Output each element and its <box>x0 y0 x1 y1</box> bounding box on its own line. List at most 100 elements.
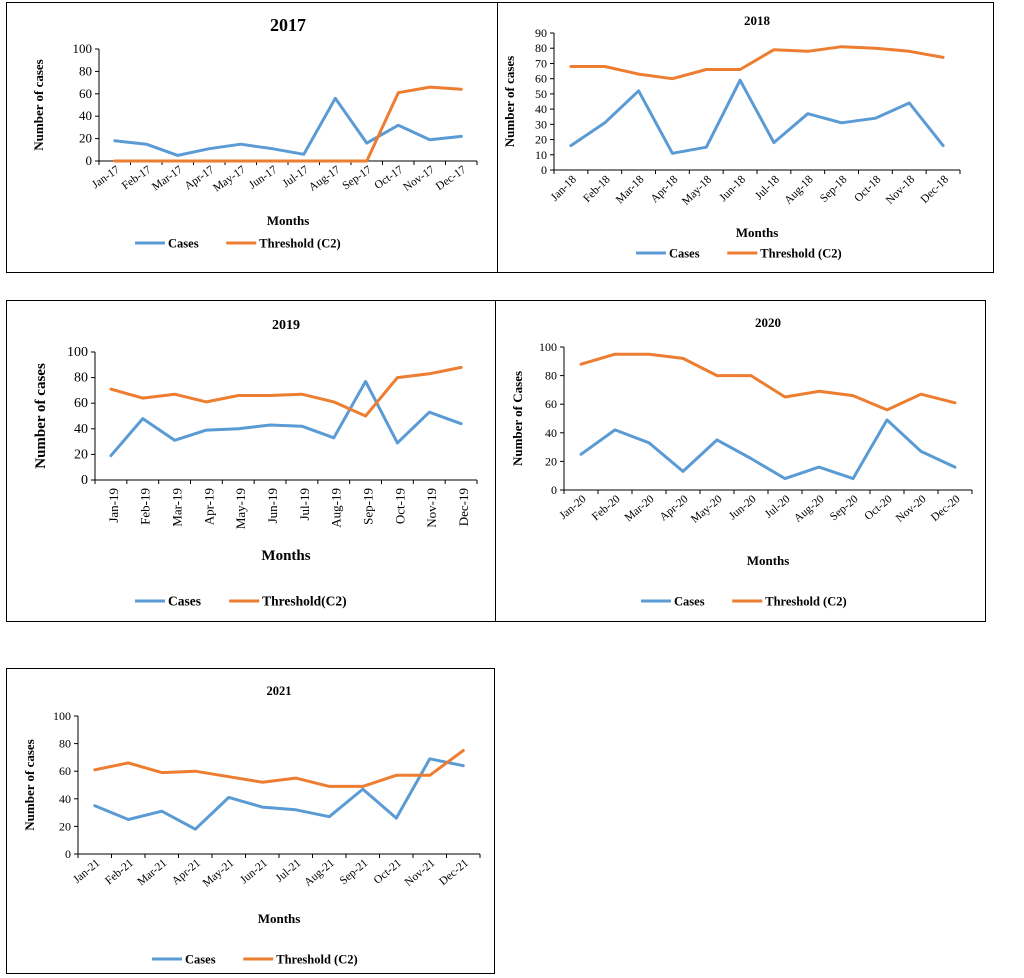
x-tick-label: Sep-19 <box>361 488 376 525</box>
y-tick-label: 40 <box>59 792 71 806</box>
x-tick-label: Jun-18 <box>717 173 748 204</box>
x-tick-label: Dec-18 <box>919 173 952 206</box>
legend-threshold-label: Threshold (C2) <box>760 247 841 261</box>
y-axis-title: Number of cases <box>22 739 37 830</box>
x-tick-label: Dec-20 <box>929 493 963 524</box>
chart-title: 2020 <box>755 315 781 330</box>
chart-2020: 2020 0 20 40 60 80 100 Jan-20 Feb-20 Mar-20 Apr-20… <box>510 315 973 609</box>
x-tick-label: Jan-20 <box>557 493 588 522</box>
x-tick-label: Feb-17 <box>120 164 154 193</box>
y-tick-label: 80 <box>74 371 88 386</box>
chart-2019: 2019 0 20 40 60 80 100 Jan-19 Feb-19 Mar-19 Apr-19… <box>33 318 478 609</box>
y-tick-label: 0 <box>86 153 93 168</box>
y-tick-label: 60 <box>59 764 71 778</box>
y-axis-title: Number of cases <box>33 363 49 469</box>
chart-panel-2018: 2018 0 10 20 30 40 50 60 70 80 90 Jan-18 Feb-18 Mar-1… <box>497 2 994 273</box>
x-tick-label: Jun-19 <box>265 488 280 523</box>
y-tick-label: 20 <box>535 133 547 147</box>
legend-threshold-label: Threshold (C2) <box>765 595 846 609</box>
legend-threshold-label: Threshold (C2) <box>259 237 340 251</box>
x-tick-label: Dec-19 <box>456 488 471 526</box>
y-tick-label: 0 <box>81 473 88 488</box>
chart-title: 2019 <box>272 318 300 333</box>
x-tick-label: Jul-19 <box>297 488 312 521</box>
x-tick-label: May-18 <box>680 173 714 207</box>
legend-cases-label: Cases <box>168 594 201 609</box>
y-tick-label: 0 <box>65 847 71 861</box>
x-tick-label: Oct-17 <box>372 164 405 192</box>
x-tick-label: Jul-20 <box>763 493 793 521</box>
x-tick-label: May-20 <box>689 493 725 526</box>
x-axis-title: Months <box>267 213 310 228</box>
x-tick-label: Mar-17 <box>150 164 185 194</box>
x-tick-label: Nov-21 <box>403 857 438 889</box>
x-tick-label: Apr-21 <box>170 857 203 888</box>
x-tick-label: Aug-19 <box>329 488 344 528</box>
series-line-threshold <box>113 85 463 163</box>
x-tick-label: Nov-20 <box>894 493 929 525</box>
x-tick-label: Mar-20 <box>623 493 657 524</box>
x-tick-label: Aug-20 <box>792 493 827 525</box>
x-tick-label: Apr-20 <box>658 493 691 524</box>
chart-title: 2018 <box>744 13 771 28</box>
chart-title: 2021 <box>267 684 292 698</box>
y-axis-title: Number of cases <box>502 56 517 147</box>
y-tick-label: 0 <box>551 483 557 497</box>
x-tick-label: Sep-18 <box>818 173 850 205</box>
legend-cases-label: Cases <box>168 237 199 251</box>
chart-2021: 2021 0 20 40 60 80 100 Jan-21 Feb-21 Mar-21 Apr-21… <box>22 684 481 967</box>
y-tick-label: 70 <box>535 56 547 70</box>
y-tick-label: 100 <box>73 41 93 56</box>
x-tick-label: Feb-20 <box>590 493 623 523</box>
chart-title: 2017 <box>270 15 306 35</box>
x-tick-label: Feb-21 <box>103 857 136 887</box>
series-line-threshold <box>93 749 465 788</box>
x-tick-label: Feb-18 <box>581 173 613 205</box>
series-line-cases <box>579 418 957 481</box>
y-tick-label: 40 <box>74 422 88 437</box>
y-tick-label: 40 <box>535 102 547 116</box>
x-tick-label: Jun-21 <box>238 857 270 886</box>
chart-panel-2021: 2021 0 20 40 60 80 100 Jan-21 Feb-21 Mar-21 Apr-21… <box>6 668 495 974</box>
x-tick-label: Jan-21 <box>71 857 102 886</box>
x-tick-label: Apr-18 <box>649 173 681 205</box>
x-tick-label: Aug-17 <box>307 164 343 194</box>
x-tick-label: Jan-19 <box>106 488 121 523</box>
y-axis-title: Number of cases <box>31 59 46 150</box>
x-axis-title: Months <box>747 553 790 568</box>
legend-cases-label: Cases <box>674 595 705 609</box>
x-axis-title: Months <box>261 548 310 564</box>
y-tick-label: 40 <box>545 426 557 440</box>
y-axis-title: Number of Cases <box>510 371 525 466</box>
x-tick-label: Sep-21 <box>338 857 371 887</box>
legend-threshold-label: Threshold (C2) <box>276 953 357 967</box>
y-tick-label: 80 <box>59 737 71 751</box>
y-tick-label: 20 <box>59 819 71 833</box>
y-tick-label: 60 <box>545 397 557 411</box>
y-tick-label: 10 <box>535 148 547 162</box>
x-tick-label: Sep-20 <box>828 493 861 523</box>
y-tick-label: 0 <box>541 163 547 177</box>
y-tick-label: 60 <box>535 72 547 86</box>
x-tick-label: May-17 <box>211 164 248 195</box>
chart-2017: 2017 0 20 40 60 80 100 Jan-17Feb-17Mar-17Apr-17… <box>31 15 478 251</box>
x-tick-label: Aug-21 <box>302 857 337 889</box>
x-tick-label: Dec-17 <box>434 164 469 193</box>
chart-panel-2019: 2019 0 20 40 60 80 100 Jan-19 Feb-19 Mar-19 Apr-19… <box>6 300 497 622</box>
x-tick-label: Sep-17 <box>340 164 374 193</box>
series-line-cases <box>569 78 945 155</box>
x-tick-label: Apr-17 <box>183 164 217 193</box>
y-tick-label: 50 <box>535 87 547 101</box>
series-line-threshold <box>569 45 945 81</box>
x-tick-label: Dec-21 <box>437 857 471 888</box>
x-tick-label: Apr-19 <box>201 488 216 525</box>
y-tick-label: 30 <box>535 117 547 131</box>
x-tick-label: Nov-17 <box>401 164 437 194</box>
y-tick-label: 20 <box>79 131 92 146</box>
chart-panel-2020: 2020 0 20 40 60 80 100 Jan-20 Feb-20 Mar-20 Apr-20… <box>495 300 986 622</box>
series-line-threshold <box>579 352 957 412</box>
x-tick-label: Mar-19 <box>170 488 185 527</box>
series-line-cases <box>93 757 465 831</box>
series-line-cases <box>109 379 463 458</box>
x-axis-title: Months <box>258 911 301 926</box>
